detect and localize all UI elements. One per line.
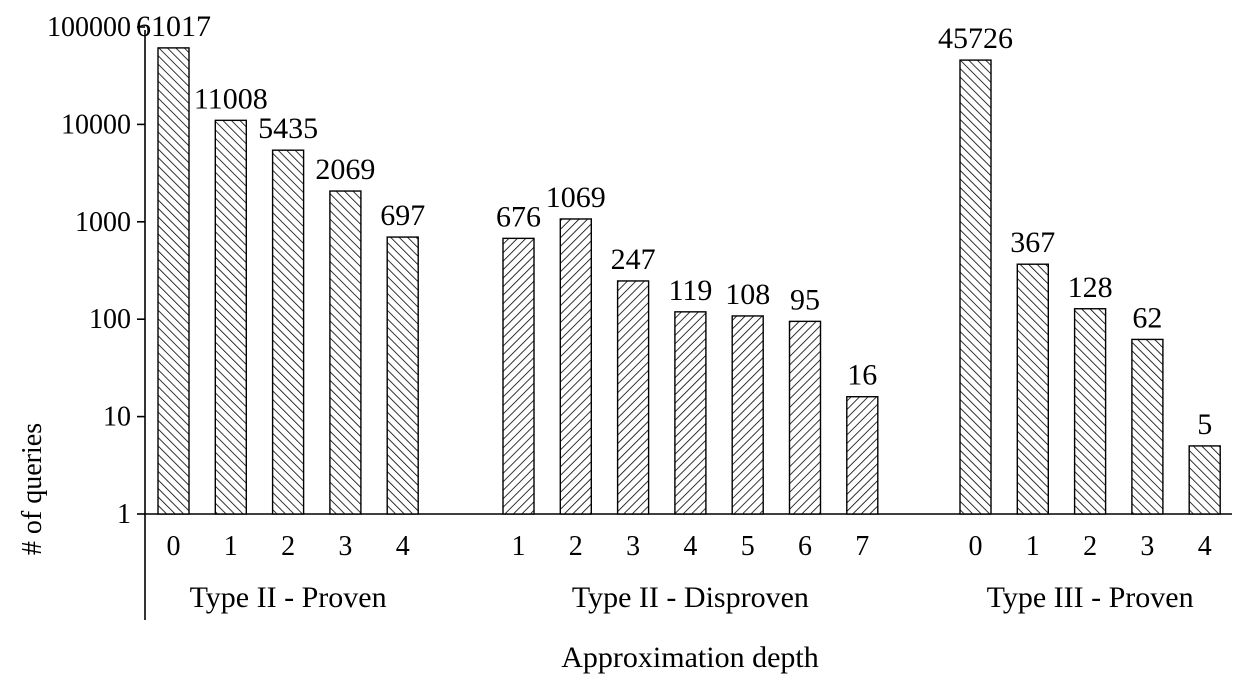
bar xyxy=(674,311,707,515)
bars xyxy=(157,47,1221,515)
bar-value-label: 1069 xyxy=(546,181,606,214)
bar xyxy=(502,237,535,515)
bar-value-label: 95 xyxy=(790,283,820,316)
bar-value-label: 128 xyxy=(1068,271,1113,304)
x-tick-label: 1 xyxy=(512,531,526,562)
bar xyxy=(157,47,190,515)
group-label: Type II - Proven xyxy=(190,581,387,614)
x-tick-label: 1 xyxy=(224,531,238,562)
x-axis-title: Approximation depth xyxy=(561,641,818,674)
group-label: Type II - Disproven xyxy=(572,581,809,614)
bar-value-label: 367 xyxy=(1010,226,1055,259)
bar xyxy=(329,190,362,515)
x-tick-label: 7 xyxy=(855,531,869,562)
y-tick-label: 10 xyxy=(103,402,131,433)
bar xyxy=(271,149,305,515)
bar-value-label: 16 xyxy=(847,359,877,392)
bar xyxy=(731,315,764,515)
x-tick-label: 3 xyxy=(1140,531,1154,562)
bar xyxy=(559,218,592,515)
bar-value-label: 11008 xyxy=(194,82,268,115)
bar-value-label: 247 xyxy=(611,243,656,276)
bar xyxy=(1016,263,1049,515)
bar-value-label: 108 xyxy=(725,278,770,311)
bar-value-label: 5 xyxy=(1197,408,1212,441)
bar xyxy=(788,320,822,515)
group-label: Type III - Proven xyxy=(987,581,1194,614)
bar xyxy=(846,396,879,515)
y-axis-title: # of queries xyxy=(17,423,48,555)
x-tick-label: 4 xyxy=(1198,531,1212,562)
bar-value-label: 61017 xyxy=(136,10,211,43)
bar-value-label: 45726 xyxy=(938,22,1013,55)
x-tick-label: 2 xyxy=(281,531,295,562)
x-tick-label: 1 xyxy=(1026,531,1040,562)
bar-value-label: 119 xyxy=(668,274,712,307)
x-tick-label: 2 xyxy=(569,531,583,562)
x-tick-label: 6 xyxy=(798,531,812,562)
y-tick-label: 10000 xyxy=(61,109,131,140)
bar xyxy=(1188,445,1221,515)
y-tick-label: 100000 xyxy=(47,12,131,43)
y-tick-label: 1000 xyxy=(75,207,131,238)
x-tick-label: 2 xyxy=(1083,531,1097,562)
bar-value-label: 5435 xyxy=(258,112,318,145)
bar xyxy=(1073,308,1107,515)
x-tick-label: 3 xyxy=(626,531,640,562)
bar xyxy=(386,236,419,515)
bar-value-label: 62 xyxy=(1132,301,1162,334)
bar xyxy=(959,59,992,515)
x-tick-label: 4 xyxy=(396,531,410,562)
bar-value-label: 697 xyxy=(380,199,425,232)
bar xyxy=(1131,338,1164,515)
x-tick-label: 5 xyxy=(741,531,755,562)
x-tick-label: 3 xyxy=(338,531,352,562)
bar xyxy=(616,280,650,515)
x-tick-label: 0 xyxy=(969,531,983,562)
bar-value-label: 676 xyxy=(496,200,541,233)
y-tick-label: 1 xyxy=(117,499,131,530)
bar-value-label: 2069 xyxy=(315,153,375,186)
x-tick-label: 0 xyxy=(167,531,181,562)
bar xyxy=(214,119,248,515)
x-tick-label: 4 xyxy=(683,531,697,562)
y-tick-label: 100 xyxy=(89,304,131,335)
